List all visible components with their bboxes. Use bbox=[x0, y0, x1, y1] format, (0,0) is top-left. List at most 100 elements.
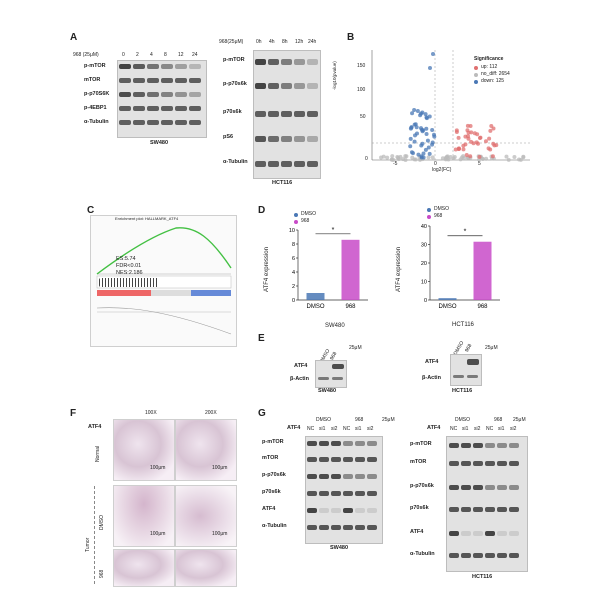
chart1-ylabel: ATF4 expression bbox=[264, 247, 270, 292]
volcano-point-up bbox=[463, 142, 468, 147]
g-sw-band bbox=[343, 474, 353, 479]
sw480-time-24: 24 bbox=[192, 52, 198, 58]
g-hct-band bbox=[461, 507, 471, 512]
hct116-band bbox=[294, 161, 305, 167]
volcano-point-down bbox=[424, 126, 429, 131]
g-hct-cell: HCT116 bbox=[472, 574, 493, 580]
volcano-point-nodiff bbox=[385, 155, 390, 160]
e-hct-actin: β-Actin bbox=[422, 375, 441, 381]
volcano-point-up bbox=[483, 139, 488, 144]
volcano-point-nodiff bbox=[390, 154, 395, 159]
chart2-bar-968 bbox=[473, 241, 492, 300]
volcano-legend-dot-0 bbox=[474, 66, 478, 70]
volcano-point-down bbox=[412, 139, 417, 144]
g-sw-band bbox=[307, 525, 317, 530]
volcano-legend-dot-1 bbox=[474, 73, 478, 77]
volcano-point-up bbox=[494, 143, 499, 148]
volcano-point-nodiff bbox=[401, 157, 406, 162]
g-hct-blot bbox=[446, 436, 528, 572]
sw480-band bbox=[189, 78, 201, 83]
volcano-point-down bbox=[423, 147, 428, 152]
legend-968-dot bbox=[294, 220, 298, 224]
legend-dmso-dot bbox=[294, 213, 298, 217]
panel-label-c: C bbox=[87, 205, 95, 216]
hct116-band bbox=[281, 161, 292, 167]
g-sw-si-5: si2 bbox=[367, 426, 374, 432]
g-sw-si-2: si2 bbox=[331, 426, 338, 432]
volcano-point-nodiff bbox=[504, 154, 509, 159]
g-sw-si-3: NC bbox=[343, 426, 351, 432]
volcano-point-down bbox=[415, 109, 420, 114]
g-hct-band bbox=[449, 531, 459, 536]
f-normal-label: Normal bbox=[95, 445, 101, 462]
e-hct-conc: 25μM bbox=[485, 345, 498, 351]
g-sw-band bbox=[343, 508, 353, 513]
sw480-row-1: mTOR bbox=[84, 77, 101, 83]
g-hct-band bbox=[473, 553, 483, 558]
g-hct-band bbox=[497, 553, 507, 558]
g-hct-band bbox=[497, 461, 507, 466]
g-hct-row-3: p70s6k bbox=[410, 505, 429, 511]
g-sw-si-0: NC bbox=[307, 426, 315, 432]
sw480-band bbox=[119, 106, 131, 111]
ihc-968-100x bbox=[113, 549, 175, 587]
volcano-point-nodiff bbox=[430, 155, 435, 160]
sw480-band bbox=[147, 64, 159, 69]
hct116-time-24h: 24h bbox=[308, 39, 317, 45]
legend2-968: 968 bbox=[434, 213, 443, 219]
volcano-point-down bbox=[408, 126, 413, 131]
g-sw-band bbox=[331, 474, 341, 479]
chart2-ytick-label: 0 bbox=[424, 298, 427, 304]
legend2-dmso-dot bbox=[427, 208, 431, 212]
volcano-legend-1: no_diff: 2654 bbox=[481, 71, 510, 77]
volcano-legend-dot-2 bbox=[474, 80, 478, 84]
hct116-band bbox=[268, 136, 279, 142]
f-tumor-label: Tumor bbox=[85, 537, 91, 552]
f-scale-2: 100μm bbox=[212, 465, 228, 471]
g-hct-band bbox=[461, 485, 471, 490]
g-sw-band bbox=[343, 441, 353, 446]
volcano-point-down bbox=[424, 116, 429, 121]
g-hct-band bbox=[473, 531, 483, 536]
atf4-chart-hct116: 40 30 20 10 0 DMSO 968 * bbox=[421, 224, 500, 310]
g-sw-si-1: si1 bbox=[319, 426, 326, 432]
g-hct-band bbox=[485, 507, 495, 512]
sw480-band bbox=[189, 120, 201, 125]
volcano-point-down bbox=[431, 52, 435, 56]
volcano-point-up bbox=[466, 134, 471, 139]
sw480-band bbox=[175, 106, 187, 111]
ihc-normal-200x bbox=[175, 419, 237, 481]
sw480-band bbox=[175, 120, 187, 125]
sw480-band bbox=[189, 92, 201, 97]
panel-label-b: B bbox=[347, 32, 355, 43]
volcano-point-up bbox=[465, 128, 470, 133]
sw480-band bbox=[161, 92, 173, 97]
g-hct-row-4: ATF4 bbox=[410, 529, 424, 535]
g-sw-band bbox=[307, 491, 317, 496]
sw480-band bbox=[189, 106, 201, 111]
sw480-row-0: p-mTOR bbox=[84, 63, 106, 69]
volcano-ytick-2: 100 bbox=[357, 87, 366, 93]
hct116-band bbox=[294, 136, 305, 142]
chart1-ytick-label: 8 bbox=[292, 242, 295, 248]
g-sw-band bbox=[331, 441, 341, 446]
g-hct-band bbox=[485, 531, 495, 536]
volcano-point-down bbox=[421, 151, 426, 156]
g-hct-band bbox=[497, 485, 507, 490]
volcano-point-down bbox=[412, 108, 417, 113]
g-sw-group-968: 968 bbox=[355, 417, 364, 423]
e-hct-blot bbox=[450, 354, 482, 386]
g-hct-band bbox=[449, 507, 459, 512]
sw480-time-12: 12 bbox=[178, 52, 184, 58]
g-sw-band bbox=[319, 474, 329, 479]
g-hct-band bbox=[449, 553, 459, 558]
f-scale-1: 100μm bbox=[150, 465, 166, 471]
hct116-row-4: α-Tubulin bbox=[223, 159, 248, 165]
legend-dmso: DMSO bbox=[301, 211, 316, 217]
g-hct-band bbox=[449, 461, 459, 466]
sw480-band bbox=[133, 78, 145, 83]
g-sw-band bbox=[331, 457, 341, 462]
e-hct-lane-968: 968 bbox=[464, 343, 474, 354]
g-sw-band bbox=[319, 491, 329, 496]
chart1-ytick-label: 10 bbox=[289, 228, 295, 234]
